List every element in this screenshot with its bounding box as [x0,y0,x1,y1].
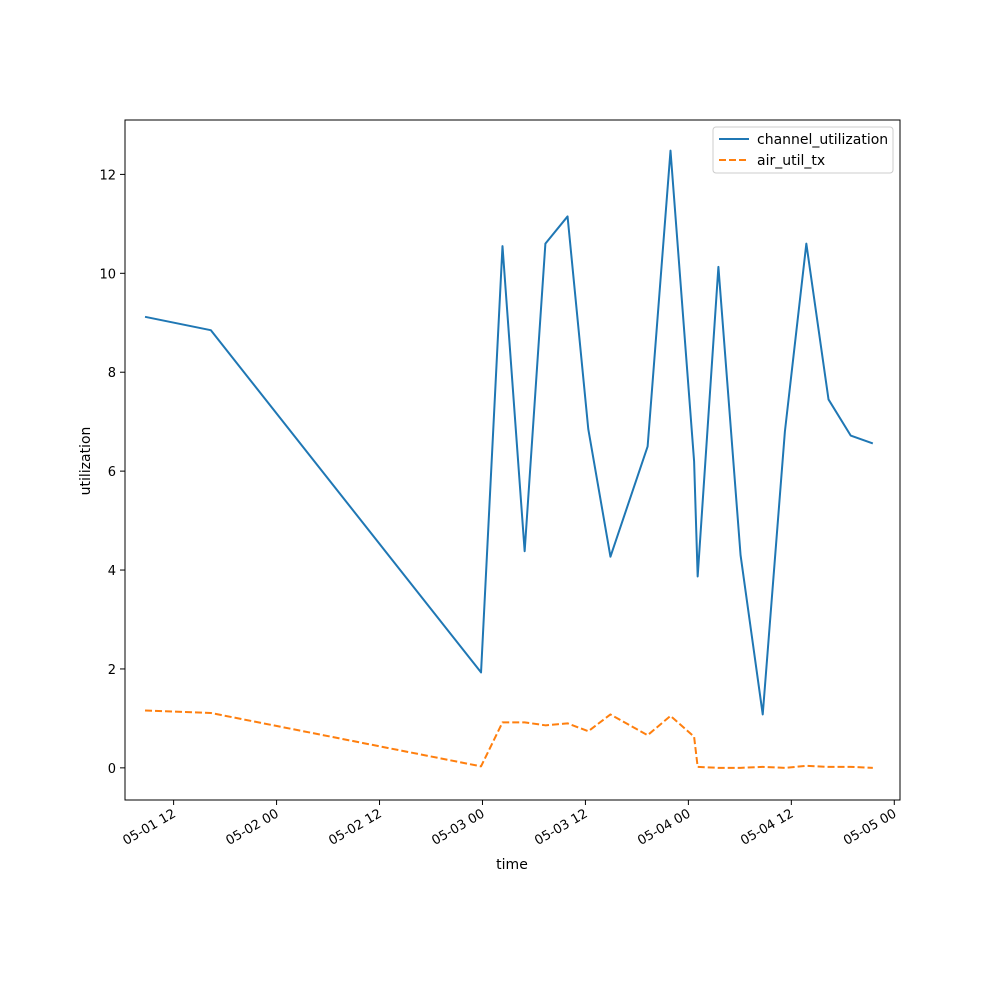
y-tick-label: 2 [108,663,116,678]
series-layer [144,149,874,769]
x-axis-label: time [496,857,528,873]
y-tick-label: 4 [108,564,116,579]
legend-label-air-util-tx: air_util_tx [757,153,825,169]
y-tick-label: 12 [99,168,116,183]
plot-frame [124,119,901,801]
y-axis: 0 2 4 6 8 10 12 [99,168,125,777]
legend-box [712,126,894,174]
y-axis-label: utilization [78,427,94,496]
legend: channel_utilization air_util_tx [712,126,894,174]
y-tick-label: 0 [108,762,116,777]
y-tick-label: 10 [99,267,116,282]
legend-label-channel-utilization: channel_utilization [757,132,888,148]
y-tick-label: 8 [108,366,116,381]
y-tick-label: 6 [108,465,116,480]
series-line-air-util-tx [144,709,873,769]
